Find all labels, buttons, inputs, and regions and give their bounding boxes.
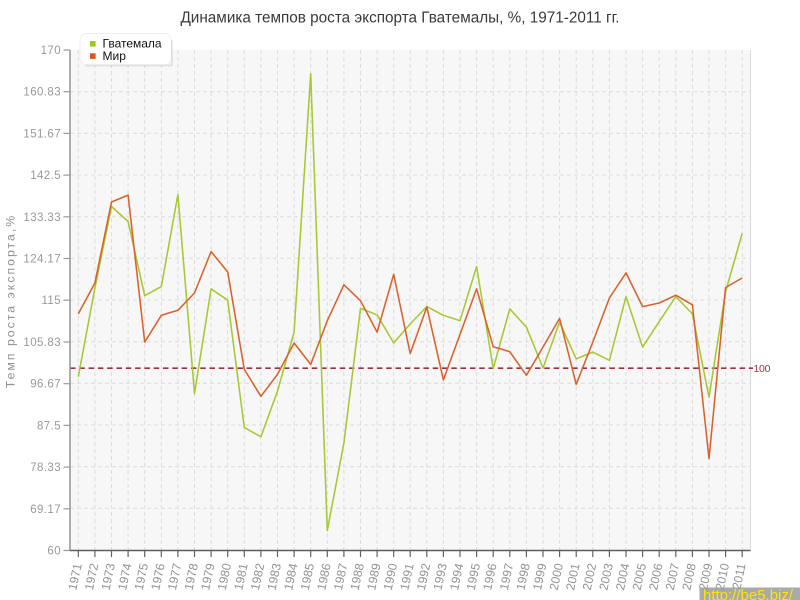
svg-text:1997: 1997 bbox=[497, 562, 516, 592]
svg-text:78.33: 78.33 bbox=[30, 462, 61, 474]
svg-text:Гватемала: Гватемала bbox=[103, 37, 162, 51]
svg-text:170: 170 bbox=[41, 45, 61, 57]
svg-text:100: 100 bbox=[754, 363, 771, 375]
svg-text:1984: 1984 bbox=[281, 562, 300, 592]
svg-text:1979: 1979 bbox=[198, 562, 217, 592]
svg-text:2008: 2008 bbox=[680, 562, 699, 592]
svg-text:1983: 1983 bbox=[265, 562, 284, 592]
svg-text:2010: 2010 bbox=[713, 562, 732, 592]
svg-text:2011: 2011 bbox=[729, 562, 748, 591]
svg-text:151.67: 151.67 bbox=[23, 128, 61, 140]
svg-text:1973: 1973 bbox=[99, 562, 118, 592]
svg-text:2003: 2003 bbox=[597, 562, 616, 592]
svg-text:2009: 2009 bbox=[696, 562, 715, 592]
svg-text:2001: 2001 bbox=[563, 562, 582, 592]
svg-text:160.83: 160.83 bbox=[23, 87, 61, 99]
svg-text:1990: 1990 bbox=[381, 562, 400, 592]
svg-text:1996: 1996 bbox=[480, 562, 499, 592]
svg-text:2004: 2004 bbox=[613, 562, 632, 592]
svg-text:2005: 2005 bbox=[630, 562, 649, 592]
svg-text:2006: 2006 bbox=[646, 562, 665, 592]
svg-text:http://be5.biz/: http://be5.biz/ bbox=[703, 587, 794, 600]
svg-text:105.83: 105.83 bbox=[23, 337, 61, 349]
svg-text:Темп роста экспорта,%: Темп роста экспорта,% bbox=[4, 214, 18, 388]
svg-text:142.5: 142.5 bbox=[30, 170, 61, 182]
svg-text:1977: 1977 bbox=[165, 562, 184, 592]
svg-text:1998: 1998 bbox=[514, 562, 533, 592]
svg-text:1986: 1986 bbox=[314, 562, 333, 592]
svg-text:1985: 1985 bbox=[298, 562, 317, 592]
svg-text:1987: 1987 bbox=[331, 562, 350, 592]
svg-text:1975: 1975 bbox=[132, 562, 151, 592]
svg-text:60: 60 bbox=[47, 546, 61, 558]
svg-text:133.33: 133.33 bbox=[23, 212, 61, 224]
svg-text:1988: 1988 bbox=[348, 562, 367, 592]
svg-text:1978: 1978 bbox=[182, 562, 201, 592]
svg-text:69.17: 69.17 bbox=[30, 504, 61, 516]
svg-text:1999: 1999 bbox=[530, 562, 549, 592]
svg-text:2007: 2007 bbox=[663, 562, 682, 592]
svg-text:96.67: 96.67 bbox=[30, 379, 61, 391]
svg-text:1980: 1980 bbox=[215, 562, 234, 592]
svg-text:1989: 1989 bbox=[364, 562, 383, 592]
svg-text:124.17: 124.17 bbox=[23, 254, 61, 266]
svg-text:1993: 1993 bbox=[431, 562, 450, 592]
svg-text:1994: 1994 bbox=[447, 562, 466, 592]
svg-text:2000: 2000 bbox=[547, 562, 566, 592]
svg-text:87.5: 87.5 bbox=[37, 420, 61, 432]
svg-text:1991: 1991 bbox=[397, 562, 416, 592]
svg-text:1971: 1971 bbox=[65, 562, 84, 592]
svg-text:115: 115 bbox=[41, 295, 61, 307]
svg-text:Мир: Мир bbox=[103, 49, 127, 63]
svg-text:1976: 1976 bbox=[148, 562, 167, 592]
svg-text:Динамика темпов роста экспорта: Динамика темпов роста экспорта Гватемалы… bbox=[180, 10, 619, 27]
svg-text:1974: 1974 bbox=[115, 562, 134, 592]
svg-text:1995: 1995 bbox=[464, 562, 483, 592]
svg-text:1982: 1982 bbox=[248, 562, 267, 592]
svg-text:1972: 1972 bbox=[82, 562, 101, 592]
svg-text:1981: 1981 bbox=[231, 562, 250, 592]
svg-text:2002: 2002 bbox=[580, 562, 599, 592]
svg-text:1992: 1992 bbox=[414, 562, 433, 592]
